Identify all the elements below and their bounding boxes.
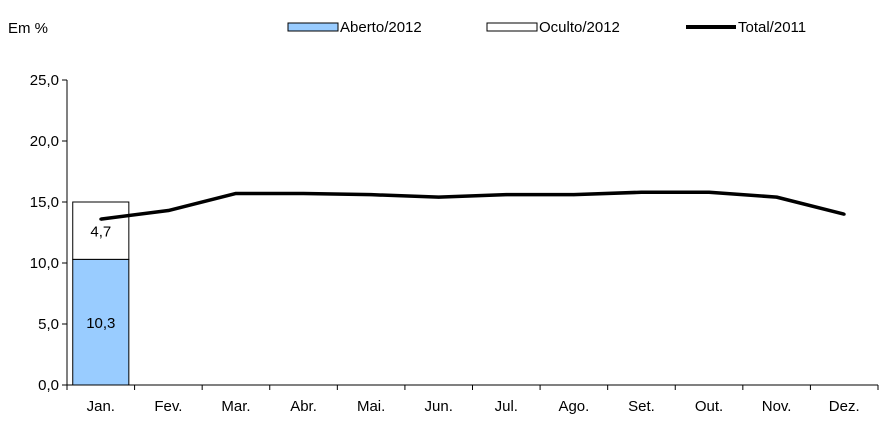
y-tick-label: 5,0 [38,316,59,333]
x-tick-label: Jan. [87,398,115,415]
y-tick-label: 20,0 [30,133,59,150]
lines [99,190,846,221]
y-tick-label: 15,0 [30,194,59,211]
y-tick-label: 0,0 [38,377,59,394]
line-point [775,195,779,199]
line-point [707,190,711,194]
x-tick-label: Ago. [558,398,589,415]
x-tick-label: Fev. [154,398,182,415]
line-point [302,191,306,195]
x-tick-label: Nov. [762,398,792,415]
x-tick-label: Set. [628,398,655,415]
y-axis: 0,0 5,0 10,0 15,0 20,0 25,0 [30,72,68,394]
bar-oculto-2012 [72,201,130,260]
line-point [572,193,576,197]
legend-label: Total/2011 [738,19,806,36]
x-tick-label: Dez. [829,398,860,415]
x-axis: Jan. Fev. Mar. Abr. Mai. Jun. Jul. Ago. Set. Out.… [66,384,879,415]
line-point [437,195,441,199]
bars: 10,3 4,7 [72,201,130,386]
data-label: 10,3 [86,315,115,332]
line-point [842,212,846,216]
legend-label: Aberto/2012 [340,19,422,36]
legend: Aberto/2012 Oculto/2012 Total/2011 [287,19,806,36]
legend-swatch-aberto-2012 [287,22,339,32]
bar-aberto-2012 [72,258,130,386]
y-tick-label: 25,0 [30,72,59,89]
line-point [99,217,103,221]
data-label: 4,7 [90,224,111,241]
x-tick-label: Mai. [357,398,385,415]
line-total-2011 [100,190,845,221]
x-tick-label: Jun. [425,398,453,415]
line-point [639,190,643,194]
line-point [166,209,170,213]
x-tick-label: Abr. [290,398,317,415]
x-tick-label: Out. [695,398,723,415]
line-point [369,193,373,197]
x-tick-label: Jul. [495,398,518,415]
line-point [234,191,238,195]
line-point [504,193,508,197]
legend-swatch-oculto-2012 [486,22,538,32]
legend-label: Oculto/2012 [539,19,620,36]
unit-label: Em % [8,20,48,37]
y-tick-label: 10,0 [30,255,59,272]
x-tick-label: Mar. [221,398,250,415]
